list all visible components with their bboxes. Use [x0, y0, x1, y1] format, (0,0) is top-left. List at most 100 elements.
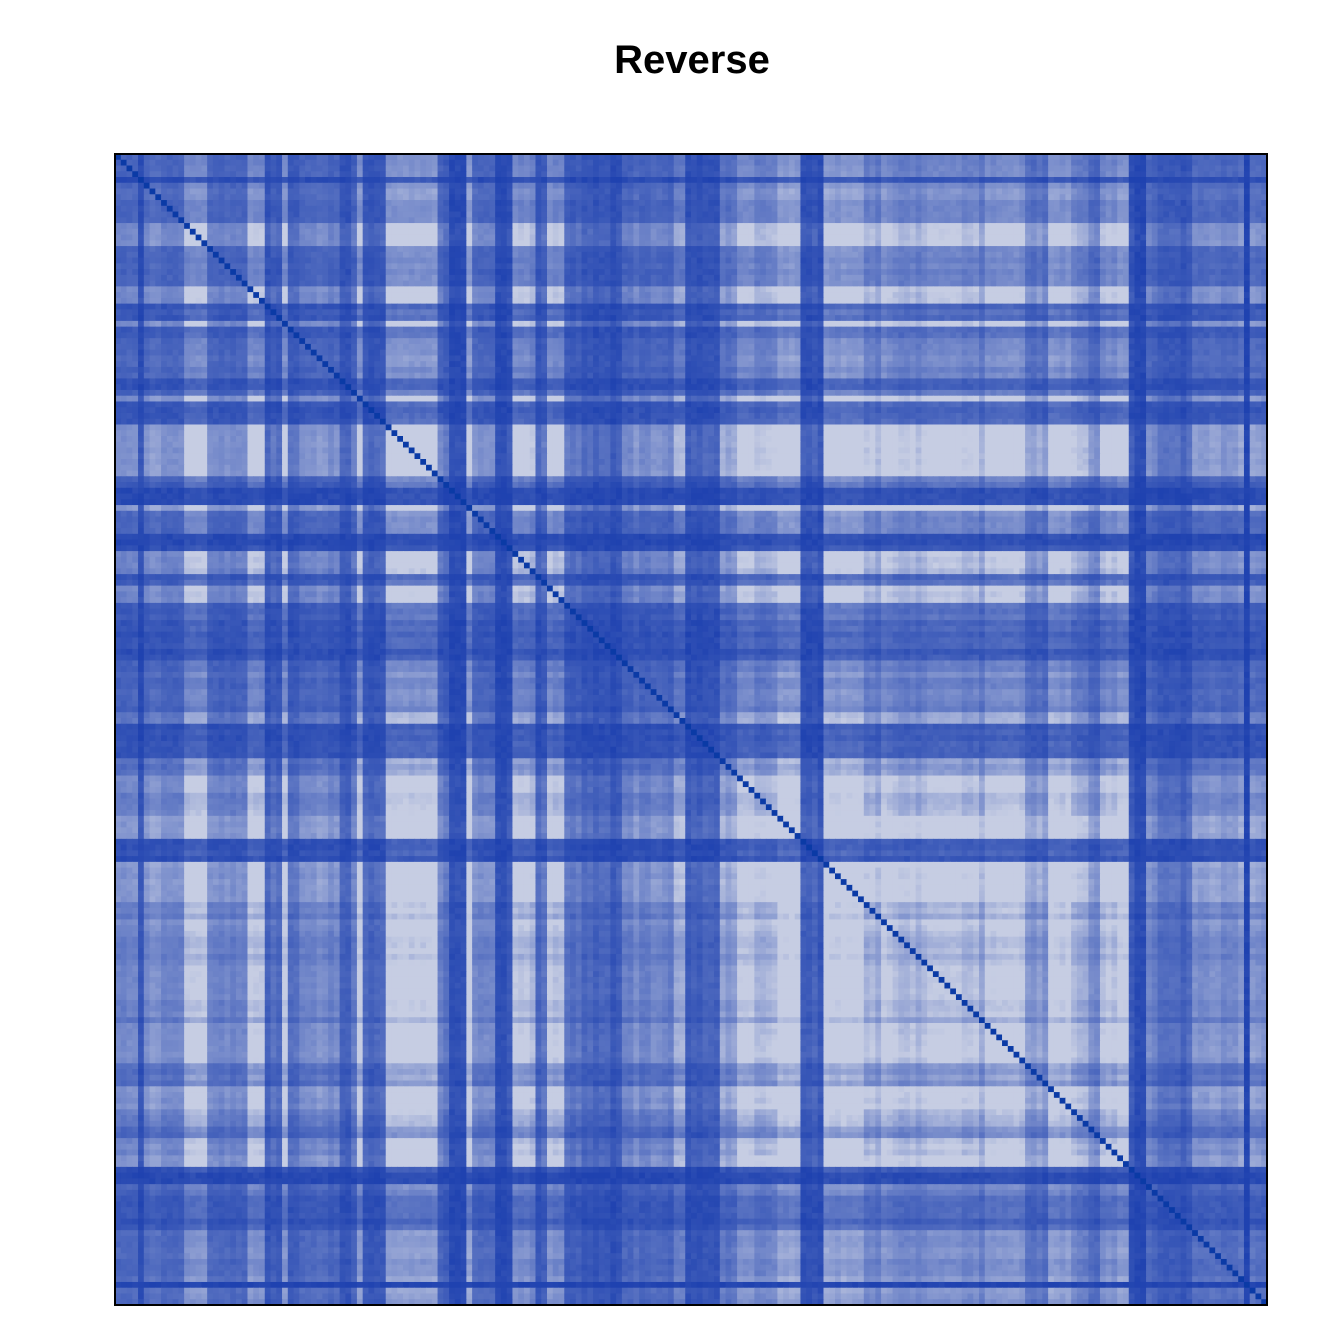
heatmap-cell [806, 183, 812, 189]
heatmap-cell [547, 183, 553, 189]
heatmap-cell [484, 183, 490, 189]
heatmap-cell [587, 160, 593, 166]
heatmap-cell [1071, 171, 1077, 177]
heatmap-cell [518, 183, 524, 189]
heatmap-cell [893, 171, 899, 177]
heatmap-cell [242, 177, 248, 183]
heatmap-cell [1158, 166, 1164, 172]
heatmap-cell [783, 166, 789, 172]
heatmap-cell [1255, 160, 1261, 166]
heatmap-cell [1019, 166, 1025, 172]
heatmap-cell [161, 166, 167, 172]
heatmap-cell [668, 177, 674, 183]
heatmap-cell [299, 183, 305, 189]
heatmap-cell [956, 177, 962, 183]
heatmap-cell [363, 183, 369, 189]
heatmap-cell [962, 160, 968, 166]
heatmap-cell [921, 177, 927, 183]
heatmap-cell [345, 166, 351, 172]
heatmap-cell [178, 166, 184, 172]
heatmap-cell [841, 177, 847, 183]
heatmap-cell [973, 160, 979, 166]
heatmap-cell [921, 166, 927, 172]
heatmap-cell [881, 177, 887, 183]
heatmap-cell [726, 177, 732, 183]
heatmap-cell [985, 160, 991, 166]
heatmap-cell [1094, 166, 1100, 172]
heatmap-cell [1123, 166, 1129, 172]
heatmap-cell [328, 177, 334, 183]
heatmap-cell [559, 160, 565, 166]
heatmap-cell [409, 171, 415, 177]
heatmap-cell [622, 166, 628, 172]
heatmap-cell [541, 183, 547, 189]
heatmap-cell [127, 171, 133, 177]
heatmap-cell [420, 171, 426, 177]
heatmap-cell [985, 177, 991, 183]
heatmap-cell [610, 183, 616, 189]
heatmap-cell [213, 183, 219, 189]
heatmap-cell [1100, 183, 1106, 189]
heatmap-cell [224, 177, 230, 183]
heatmap-cell [622, 183, 628, 189]
heatmap-cell [432, 171, 438, 177]
heatmap-cell [386, 183, 392, 189]
heatmap-cell [944, 166, 950, 172]
heatmap-cell [403, 160, 409, 166]
heatmap-cell [236, 183, 242, 189]
heatmap-cell [656, 177, 662, 183]
heatmap-cell [397, 177, 403, 183]
heatmap-cell [870, 166, 876, 172]
heatmap-cell [852, 171, 858, 177]
heatmap-cell [380, 160, 386, 166]
heatmap-cell [535, 160, 541, 166]
heatmap-cell [507, 166, 513, 172]
heatmap-cell [829, 171, 835, 177]
heatmap-cell [927, 177, 933, 183]
heatmap-cell [858, 160, 864, 166]
heatmap-cell [593, 166, 599, 172]
heatmap-cell [708, 160, 714, 166]
heatmap-cell [259, 177, 265, 183]
heatmap-cell [276, 171, 282, 177]
heatmap-cell [956, 166, 962, 172]
heatmap-cell [950, 183, 956, 189]
heatmap-cell [605, 183, 611, 189]
heatmap-cell [317, 183, 323, 189]
heatmap-cell [132, 189, 138, 195]
heatmap-cell [979, 177, 985, 183]
heatmap-cell [1175, 160, 1181, 166]
heatmap-cell [524, 166, 530, 172]
heatmap-cell [236, 177, 242, 183]
heatmap-cell [144, 171, 150, 177]
heatmap-cell [766, 171, 772, 177]
heatmap-cell [743, 171, 749, 177]
heatmap-cell [1100, 177, 1106, 183]
heatmap-cell [374, 171, 380, 177]
heatmap-cell [1169, 166, 1175, 172]
heatmap-cell [1250, 177, 1256, 183]
heatmap-cell [127, 189, 133, 195]
heatmap-cell [236, 189, 242, 195]
heatmap-cell [616, 166, 622, 172]
heatmap-cell [501, 160, 507, 166]
heatmap-cell [875, 183, 881, 189]
heatmap-cell [236, 171, 242, 177]
heatmap-cell [645, 171, 651, 177]
heatmap-cell [697, 166, 703, 172]
heatmap-cell [697, 183, 703, 189]
heatmap-cell [553, 171, 559, 177]
heatmap-cell [841, 166, 847, 172]
heatmap-cell [443, 183, 449, 189]
heatmap-cell [616, 177, 622, 183]
heatmap-cell [1198, 171, 1204, 177]
heatmap-cell [1071, 166, 1077, 172]
heatmap-cell [743, 160, 749, 166]
heatmap-cell [777, 177, 783, 183]
heatmap-cell [633, 171, 639, 177]
heatmap-cell [743, 177, 749, 183]
heatmap-cell [766, 166, 772, 172]
heatmap-cell [484, 160, 490, 166]
heatmap-cell [345, 160, 351, 166]
heatmap-cell [864, 171, 870, 177]
